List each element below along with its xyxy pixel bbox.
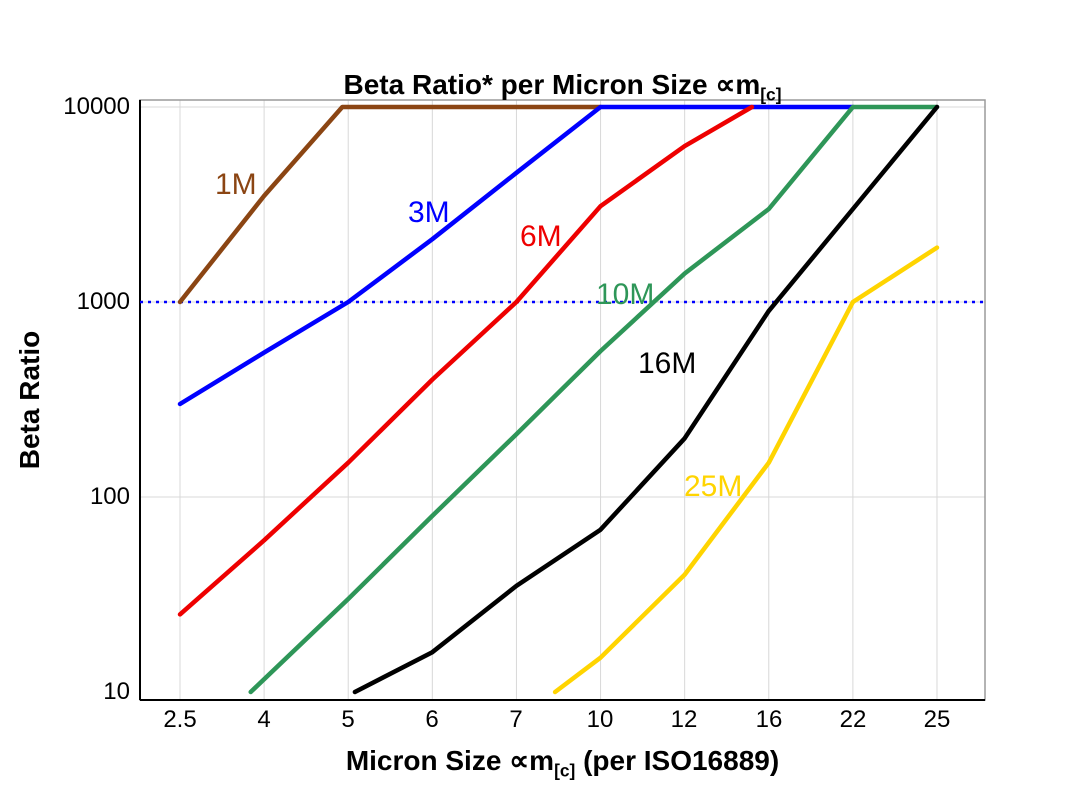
series-label-16M: 16M xyxy=(638,347,697,380)
y-tick-10000: 10000 xyxy=(63,93,130,120)
y-axis-label: Beta Ratio xyxy=(14,330,45,470)
series-label-3M: 3M xyxy=(408,196,450,229)
chart-title-text: Beta Ratio* per Micron Size ∝m xyxy=(343,69,761,100)
x-tick-10: 10 xyxy=(586,706,614,733)
x-tick-2_5: 2.5 xyxy=(163,706,197,733)
series-label-1M: 1M xyxy=(215,168,257,201)
chart-title: Beta Ratio* per Micron Size ∝m[c] xyxy=(140,68,985,106)
x-tick-16: 16 xyxy=(755,706,783,733)
y-tick-100: 100 xyxy=(89,483,130,510)
x-axis-label: Micron Size ∝m[c] (per ISO16889) xyxy=(140,744,985,782)
chart-title-subscript: [c] xyxy=(760,84,782,105)
x-axis-label-text: Micron Size ∝m xyxy=(345,745,555,776)
y-tick-1000: 1000 xyxy=(76,288,130,315)
x-tick-25: 25 xyxy=(923,706,951,733)
x-tick-22: 22 xyxy=(839,706,867,733)
x-tick-5: 5 xyxy=(341,706,355,733)
x-axis-label-subscript: [c] xyxy=(554,760,576,781)
x-tick-12: 12 xyxy=(670,706,698,733)
series-label-10M: 10M xyxy=(596,278,655,311)
x-tick-6: 6 xyxy=(425,706,439,733)
series-label-25M: 25M xyxy=(684,470,743,503)
y-tick-10: 10 xyxy=(103,678,130,705)
x-axis-label-suffix: (per ISO16889) xyxy=(575,745,780,776)
series-label-6M: 6M xyxy=(520,220,562,253)
x-tick-7: 7 xyxy=(509,706,523,733)
x-tick-4: 4 xyxy=(257,706,271,733)
